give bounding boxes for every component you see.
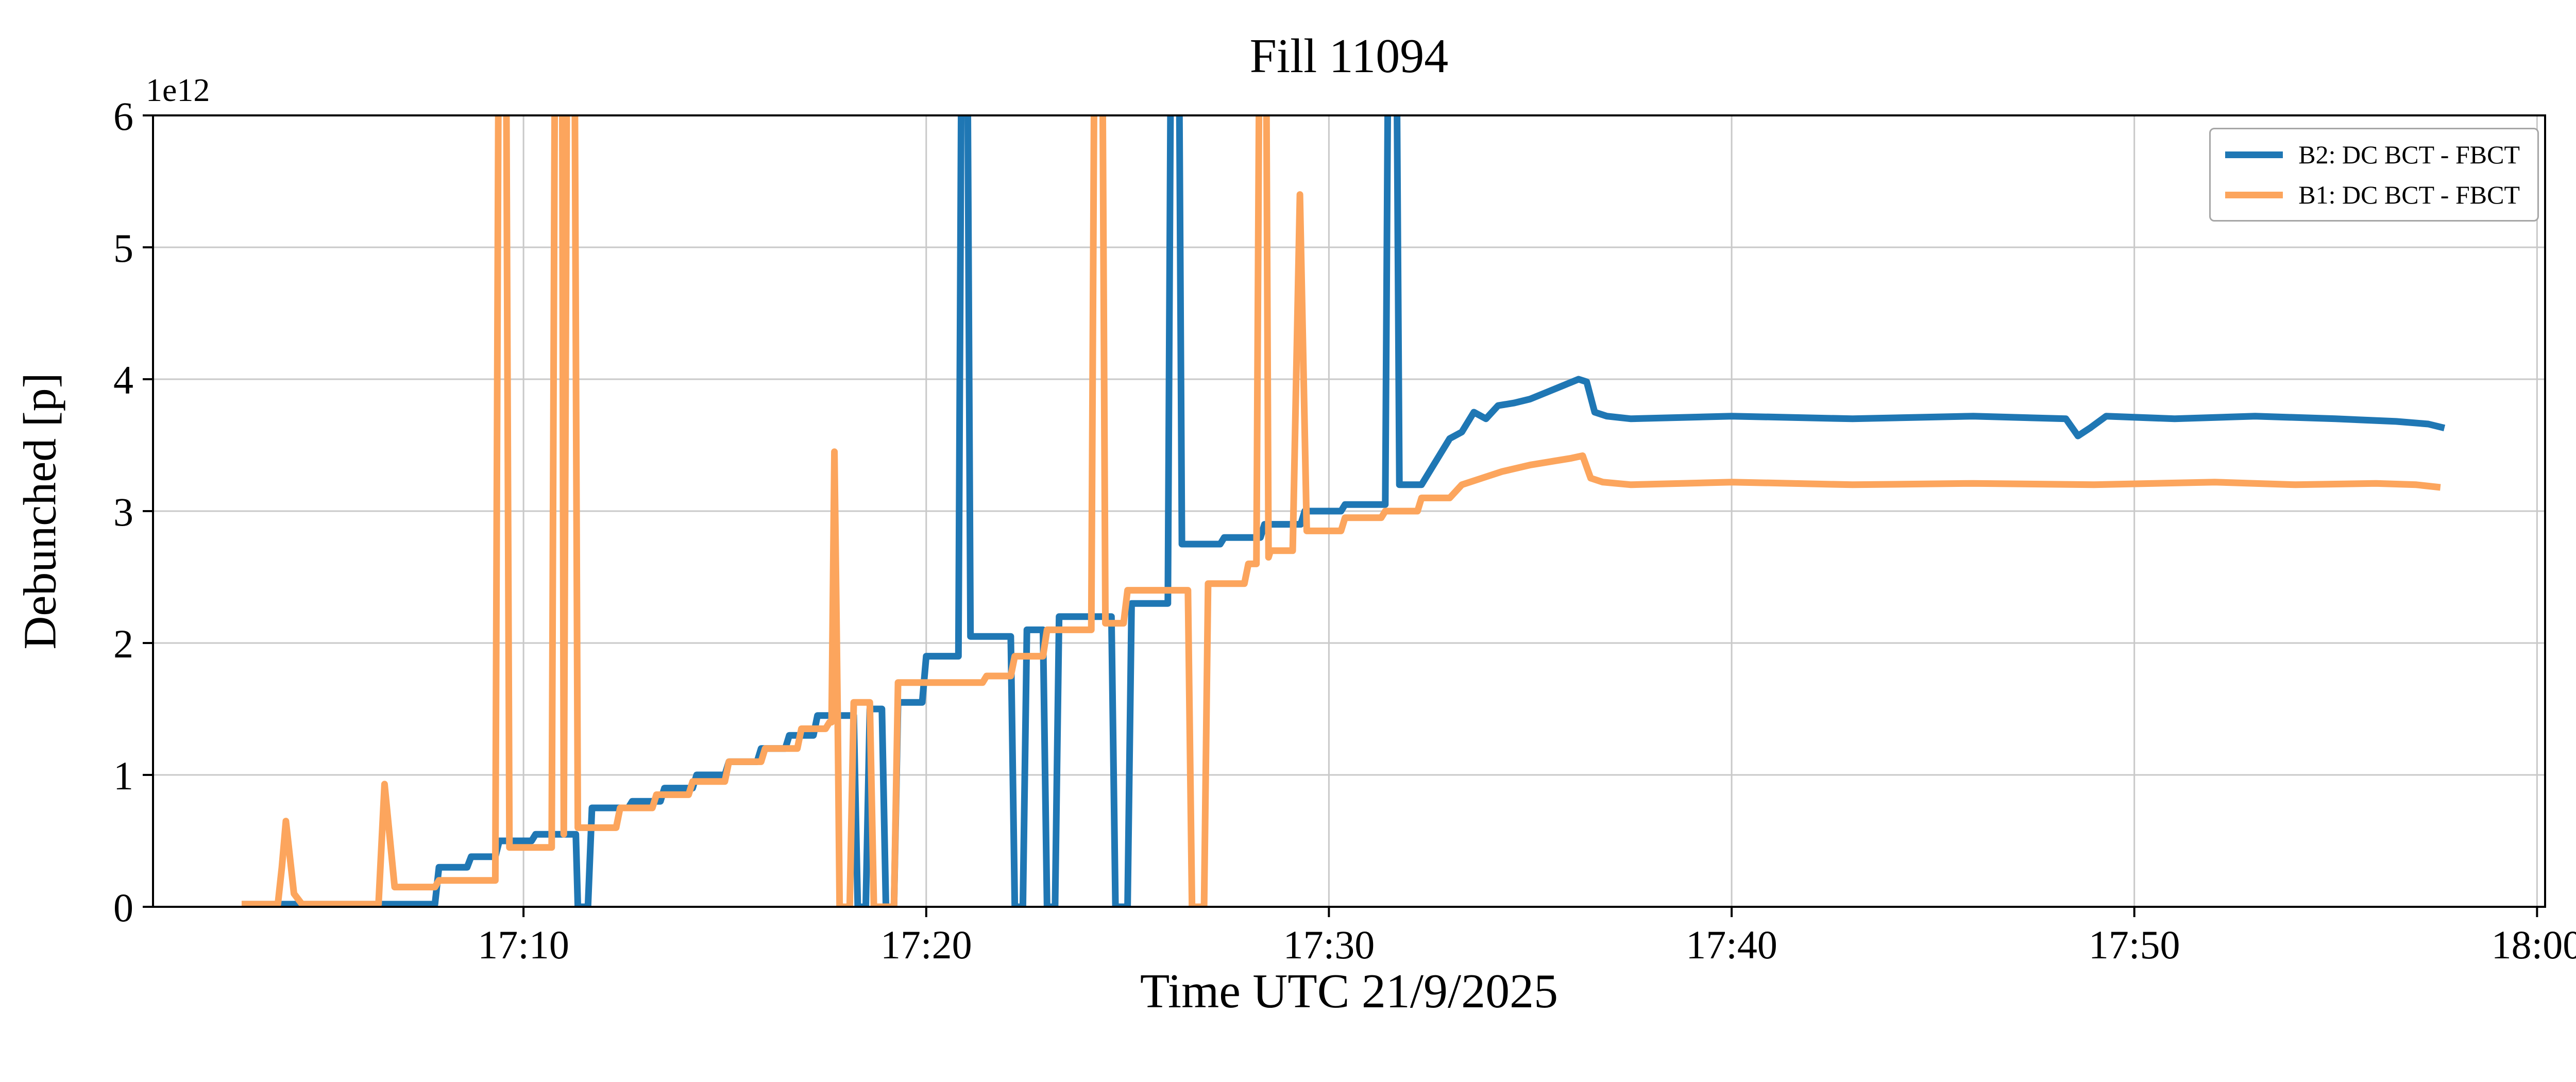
y-axis-label: Debunched [p] <box>14 373 66 650</box>
x-tick-label: 18:00 <box>2492 922 2576 967</box>
legend-line-swatch-b2 <box>2225 151 2283 158</box>
y-tick-label: 2 <box>113 621 133 666</box>
y-tick-label: 4 <box>113 358 133 402</box>
x-tick-label: 17:10 <box>478 922 569 967</box>
legend-entry-b2: B2: DC BCT - FBCT <box>2225 140 2520 170</box>
legend-line-swatch-b1 <box>2225 191 2283 198</box>
series-line-1 <box>242 115 2441 907</box>
y-tick-label: 1 <box>113 753 133 798</box>
x-tick-label: 17:30 <box>1283 922 1375 967</box>
x-axis-label: Time UTC 21/9/2025 <box>1140 965 1558 1018</box>
x-tick-label: 17:20 <box>880 922 972 967</box>
y-tick-label: 6 <box>113 94 133 139</box>
y-tick-label: 3 <box>113 489 133 534</box>
chart-title: Fill 11094 <box>1249 29 1449 83</box>
y-tick-label: 5 <box>113 226 133 270</box>
legend: B2: DC BCT - FBCT B1: DC BCT - FBCT <box>2209 128 2539 222</box>
legend-entry-b1: B1: DC BCT - FBCT <box>2225 180 2520 210</box>
x-tick-label: 17:40 <box>1686 922 1777 967</box>
series-line-0 <box>242 115 2446 907</box>
legend-label-b2: B2: DC BCT - FBCT <box>2298 140 2520 169</box>
legend-label-b1: B1: DC BCT - FBCT <box>2298 180 2520 209</box>
y-axis-offset-text: 1e12 <box>146 72 210 108</box>
x-tick-label: 17:50 <box>2089 922 2180 967</box>
y-tick-label: 0 <box>113 885 133 930</box>
